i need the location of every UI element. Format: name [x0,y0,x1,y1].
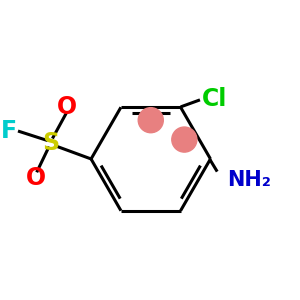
Circle shape [172,127,197,152]
Text: NH₂: NH₂ [227,170,271,190]
Text: O: O [57,95,77,119]
Text: Cl: Cl [202,87,228,111]
Circle shape [138,108,163,133]
Text: F: F [1,118,17,142]
Text: S: S [42,130,59,154]
Text: O: O [26,167,46,191]
